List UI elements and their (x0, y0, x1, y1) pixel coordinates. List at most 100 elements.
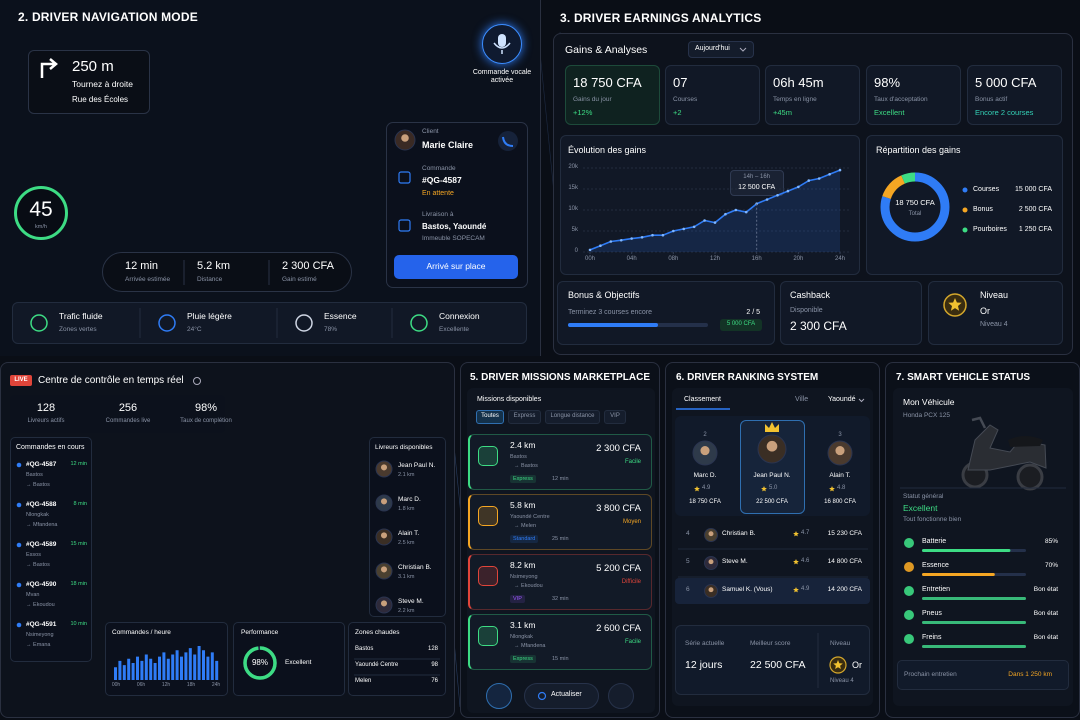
filter-tab-label: Express (513, 413, 536, 419)
mission-difficulty: Moyen (622, 519, 641, 525)
level-detail: Niveau 4 (980, 321, 1008, 328)
kpi-card (765, 65, 860, 125)
turn-distance: 250 m (72, 58, 114, 75)
mission-distance: 3.1 km (510, 620, 536, 630)
vehicle-card (893, 388, 1073, 706)
filter-tab-label: Toutes (481, 413, 499, 419)
zone-name: Melen (355, 678, 372, 684)
bonus-card (557, 281, 775, 345)
mission-to: → Ekoudou (514, 583, 543, 589)
filter-tab[interactable] (604, 410, 626, 424)
donut-total: 18 750 CFA (895, 198, 935, 207)
level-label: Niveau (830, 640, 851, 647)
mission-distance: 2.4 km (510, 440, 536, 450)
period-label[interactable]: Aujourd'hui (695, 45, 730, 52)
legend-label: Bonus (973, 206, 993, 213)
x-tick-label: 24h (211, 682, 221, 688)
trip-stat-value: 5.2 km (197, 260, 231, 272)
call-button[interactable] (498, 131, 518, 151)
ranking-tab[interactable]: Ville (795, 396, 809, 403)
kpi-value: 06h 45m (773, 75, 824, 90)
mission-card[interactable] (468, 614, 652, 670)
x-tick-label: 18h (186, 682, 196, 688)
y-tick-label: 5k (571, 227, 578, 233)
arrive-button-label: Arrivé sur place (426, 261, 486, 271)
podium-earnings: 16 800 CFA (824, 499, 856, 505)
mission-to: → Bastos (514, 463, 538, 469)
filter-tab[interactable] (476, 410, 504, 424)
y-tick-label: 20k (568, 164, 578, 170)
mission-tag: VIP (510, 595, 525, 604)
driver-name: Alain T. (398, 530, 420, 537)
zone-value: 98 (431, 662, 438, 668)
kpi-label: Temps en ligne (773, 96, 817, 103)
order-to: → Emana (26, 642, 51, 648)
y-tick-label: 15k (568, 185, 578, 191)
item-name: Freins (922, 634, 942, 641)
mission-card[interactable] (468, 434, 652, 490)
scan-button[interactable] (608, 683, 634, 709)
best-value: 22 500 CFA (750, 659, 806, 671)
order-from: Mvan (26, 592, 40, 598)
bonus-task: Terminez 3 courses encore (568, 309, 653, 316)
orders-title: Commandes en cours (16, 444, 85, 451)
mission-card[interactable] (468, 494, 652, 550)
mission-price: 3 800 CFA (596, 503, 641, 514)
podium-earnings: 18 750 CFA (689, 499, 721, 505)
ranking-tab[interactable]: Classement (684, 396, 721, 403)
stat-value: 98% (194, 402, 218, 414)
list-rank: 5 (686, 558, 690, 565)
zone-name: Bastos (355, 646, 374, 652)
item-value: 70% (1044, 562, 1058, 569)
mission-difficulty: Facile (624, 639, 641, 645)
bonus-title: Bonus & Objectifs (568, 290, 640, 300)
level-detail: Niveau 4 (830, 678, 854, 684)
refresh-label[interactable]: Actualiser (551, 691, 582, 698)
condition-title: Essence (324, 311, 357, 321)
panel-title: 2. DRIVER NAVIGATION MODE (18, 10, 198, 24)
filter-tab[interactable] (508, 410, 541, 424)
mission-icon (478, 626, 498, 646)
ranking-tab[interactable]: Yaoundé (828, 396, 856, 403)
y-tick-label: 10k (568, 206, 578, 212)
panel-title: 5. DRIVER MISSIONS MARKETPLACE (470, 372, 651, 383)
locate-button[interactable] (486, 683, 512, 709)
mission-from: Nsimeyong (510, 574, 538, 580)
orders-card (10, 437, 92, 662)
mission-card[interactable] (468, 554, 652, 610)
driver-distance: 2.5 km (398, 540, 415, 546)
stat-value: 256 (118, 402, 138, 414)
period-dropdown[interactable] (688, 41, 754, 58)
order-id: #QG-4589 (26, 541, 57, 548)
breakdown-title: Répartition des gains (876, 145, 961, 155)
list-name: Steve M. (722, 558, 748, 565)
mission-time: 15 min (552, 656, 569, 662)
condition-detail: Zones vertes (59, 326, 97, 333)
streak-label: Série actuelle (685, 640, 725, 647)
speed-unit: km/h (35, 224, 47, 230)
conditions-bar (12, 302, 527, 344)
section-heading: Gains & Analyses (565, 44, 648, 56)
order-time: 10 min (70, 621, 87, 627)
panel-title: 7. SMART VEHICLE STATUS (896, 372, 1031, 383)
mission-price: 2 600 CFA (596, 623, 641, 634)
mission-price: 2 300 CFA (596, 443, 641, 454)
trip-stat-value: 2 300 CFA (282, 260, 334, 272)
turn-instruction: Tournez à droite (72, 79, 133, 89)
legend-value: 1 250 CFA (1018, 226, 1052, 233)
filter-tab[interactable] (545, 410, 600, 424)
mic-button[interactable] (482, 24, 522, 64)
panel-title: 3. DRIVER EARNINGS ANALYTICS (560, 11, 762, 25)
kpi-value: 18 750 CFA (573, 75, 642, 90)
arrive-button[interactable] (394, 255, 518, 279)
vehicle-heading: Mon Véhicule (903, 397, 955, 407)
level-title: Niveau (980, 290, 1009, 300)
x-tick-label: 00h (584, 256, 595, 262)
podium-rank: 3 (838, 432, 842, 438)
refresh-button[interactable] (524, 683, 599, 709)
item-value: Bon état (1033, 634, 1058, 641)
best-label: Meilleur score (750, 640, 791, 647)
status-value: Excellent (903, 503, 938, 513)
mission-to: → Melen (514, 523, 537, 529)
